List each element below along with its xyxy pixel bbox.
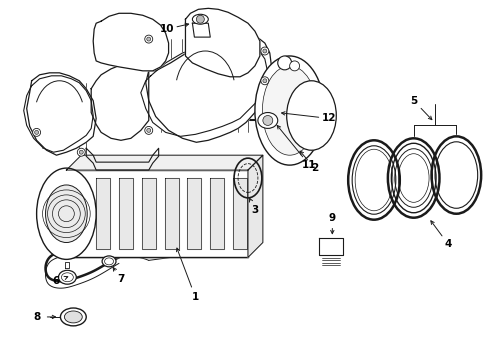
Ellipse shape (61, 308, 86, 326)
Ellipse shape (64, 311, 82, 323)
Text: 10: 10 (159, 24, 174, 34)
Circle shape (289, 61, 299, 71)
Polygon shape (119, 178, 133, 249)
Ellipse shape (45, 185, 87, 243)
Circle shape (79, 150, 83, 154)
Circle shape (263, 79, 266, 83)
Text: 3: 3 (251, 205, 258, 215)
Text: 5: 5 (409, 96, 416, 105)
Text: 9: 9 (328, 213, 335, 223)
Polygon shape (86, 148, 158, 170)
Ellipse shape (257, 113, 277, 129)
Text: 12: 12 (322, 113, 336, 123)
Circle shape (277, 56, 291, 70)
Circle shape (77, 148, 85, 156)
Circle shape (260, 47, 268, 55)
Polygon shape (185, 8, 259, 77)
Polygon shape (187, 178, 201, 249)
Polygon shape (233, 178, 246, 249)
Polygon shape (164, 178, 178, 249)
Circle shape (263, 116, 272, 125)
Text: 8: 8 (33, 312, 40, 322)
Circle shape (144, 126, 152, 134)
Polygon shape (145, 33, 271, 142)
Polygon shape (65, 262, 69, 268)
Text: 2: 2 (310, 163, 317, 173)
Polygon shape (96, 178, 110, 249)
Circle shape (146, 129, 150, 132)
Polygon shape (66, 155, 263, 170)
Text: 11: 11 (302, 160, 316, 170)
Ellipse shape (59, 270, 76, 284)
Ellipse shape (262, 66, 316, 155)
Polygon shape (91, 63, 148, 140)
Polygon shape (24, 76, 93, 152)
Polygon shape (319, 238, 343, 255)
Circle shape (196, 15, 204, 23)
Circle shape (144, 35, 152, 43)
Polygon shape (66, 170, 247, 257)
Polygon shape (210, 178, 224, 249)
Polygon shape (247, 155, 263, 257)
Text: 7: 7 (117, 274, 124, 284)
Polygon shape (27, 73, 96, 155)
Circle shape (33, 129, 41, 136)
Polygon shape (93, 13, 168, 71)
Ellipse shape (286, 81, 336, 150)
Ellipse shape (192, 14, 208, 24)
Circle shape (35, 130, 39, 134)
Polygon shape (192, 23, 210, 37)
Polygon shape (141, 41, 267, 136)
Circle shape (263, 49, 266, 53)
Text: 4: 4 (444, 239, 451, 249)
Ellipse shape (254, 56, 324, 165)
Circle shape (146, 37, 150, 41)
Ellipse shape (37, 168, 96, 260)
Text: 1: 1 (191, 292, 199, 302)
Ellipse shape (102, 256, 116, 267)
Text: 6: 6 (53, 276, 60, 286)
Circle shape (260, 77, 268, 85)
Polygon shape (142, 178, 155, 249)
